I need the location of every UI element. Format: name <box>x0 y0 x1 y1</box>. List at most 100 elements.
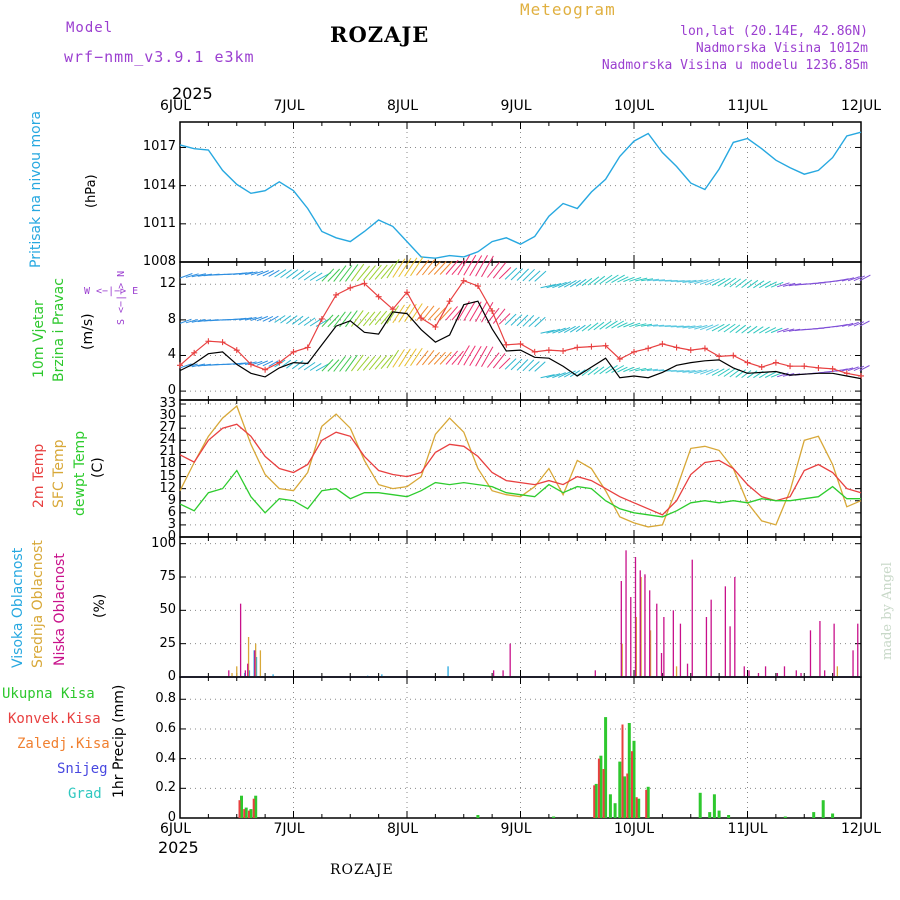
wind-arrow <box>682 279 697 283</box>
x-label-bottom: 8JUL <box>387 821 419 837</box>
x-label-bottom: 9JUL <box>500 821 532 837</box>
wind-arrow <box>705 368 719 376</box>
wind-arrow <box>729 369 741 378</box>
wind-arrow <box>262 315 274 322</box>
wind-arrow <box>481 301 494 323</box>
wind-arrow <box>487 261 501 278</box>
temp-title-3: dewpt Temp <box>72 430 88 516</box>
precip-bar-0 <box>831 813 835 818</box>
wind-arrow <box>350 310 364 327</box>
precip-bar-0 <box>244 807 248 818</box>
x-label-top: 7JUL <box>273 98 305 114</box>
wind-arrow <box>321 268 335 282</box>
temp-ylabel: (C) <box>90 457 106 478</box>
precip-bar-1 <box>602 769 605 818</box>
wind-arrow <box>641 278 654 282</box>
wind-gust-marker <box>276 359 283 366</box>
wind-arrow <box>362 311 376 327</box>
pressure-line <box>179 131 862 259</box>
wind-arrow <box>593 366 605 375</box>
wind-arrow <box>350 263 365 282</box>
wind-arrow <box>847 366 859 372</box>
precip-frame <box>179 676 862 819</box>
wind-arrow <box>427 351 440 365</box>
wind-arrow <box>711 277 726 286</box>
wind-arrow <box>688 369 702 374</box>
wind-arrow <box>350 354 364 372</box>
precip-bar-1 <box>635 797 638 818</box>
wind-arrow <box>534 361 546 372</box>
y-tick-label: 100 <box>151 535 176 551</box>
wind-arrow <box>185 273 199 278</box>
wind-arrow <box>380 263 394 280</box>
precip-bar-0 <box>783 816 787 818</box>
wind-arrow <box>747 370 758 379</box>
wind-arrow <box>492 353 506 369</box>
wind-arrow <box>339 265 353 282</box>
wind-arrow <box>445 259 459 275</box>
wind-arrow <box>635 277 648 282</box>
wind-arrow <box>700 324 714 331</box>
wind-arrow <box>380 354 393 370</box>
wind-arrow <box>605 364 618 374</box>
wind-gust-marker <box>815 364 822 371</box>
wind-arrow <box>764 371 777 378</box>
wind-arrow <box>841 367 854 372</box>
wind-arrow <box>356 311 370 327</box>
wind-arrow <box>741 325 752 334</box>
footer-city: ROZAJE <box>330 862 394 878</box>
city-title: ROZAJE <box>330 22 430 47</box>
wind-arrow <box>641 368 653 372</box>
wind-arrow <box>859 365 870 372</box>
wind-arrow <box>646 278 660 282</box>
wind-arrow <box>859 320 870 327</box>
wind-arrow <box>327 359 340 372</box>
wind-arrow <box>575 278 587 287</box>
wind-arrow <box>753 280 765 289</box>
wind-arrow <box>759 326 770 334</box>
cloud-title-3: Niska Oblacnost <box>52 553 68 666</box>
wind-arrow <box>617 366 628 373</box>
y-tick-label: 25 <box>159 635 176 651</box>
wind-arrow <box>782 328 795 333</box>
y-tick-label: 0.2 <box>155 780 176 796</box>
wind-gust-marker <box>219 339 226 346</box>
wind-arrow <box>392 258 406 278</box>
wind-arrow <box>776 328 789 333</box>
wind-arrow <box>658 279 672 282</box>
wind-arrow <box>664 280 678 282</box>
wind-arrow <box>274 269 287 278</box>
y-tick-label: 18 <box>159 456 176 472</box>
pressure-ylabel: (hPa) <box>84 174 99 208</box>
wind-arrow <box>244 271 258 276</box>
wind-arrow <box>368 310 382 326</box>
x-label-top: 6JUL <box>160 98 192 114</box>
wind-gust-marker <box>616 356 623 363</box>
y-tick-label: 33 <box>159 396 176 412</box>
wind-arrow <box>605 320 618 330</box>
wind-arrow <box>303 271 317 281</box>
wind-arrow <box>256 315 268 322</box>
y-tick-label: 21 <box>159 444 176 460</box>
x-label-top: 10JUL <box>614 98 654 114</box>
wind-arrow <box>356 265 370 282</box>
wind-arrow <box>841 277 855 282</box>
wind-gust-marker <box>361 280 368 287</box>
wind-arrow <box>676 370 690 373</box>
x-label-top: 12JUL <box>841 98 881 114</box>
wind-arrow <box>487 352 500 368</box>
wind-arrow <box>345 354 358 372</box>
wind-arrow <box>427 261 441 276</box>
wind-arrow <box>451 350 464 365</box>
wind-arrow <box>770 372 783 378</box>
wind-arrow <box>398 257 412 278</box>
precip-bar-0 <box>552 816 556 818</box>
wind-arrow <box>297 360 310 370</box>
x-label-top: 9JUL <box>500 98 532 114</box>
wind-gust-marker <box>233 347 240 354</box>
wind-arrow <box>457 254 471 276</box>
y-tick-label: 75 <box>159 569 176 584</box>
wind-arrow <box>853 365 865 372</box>
wind-gust-marker <box>645 345 652 352</box>
